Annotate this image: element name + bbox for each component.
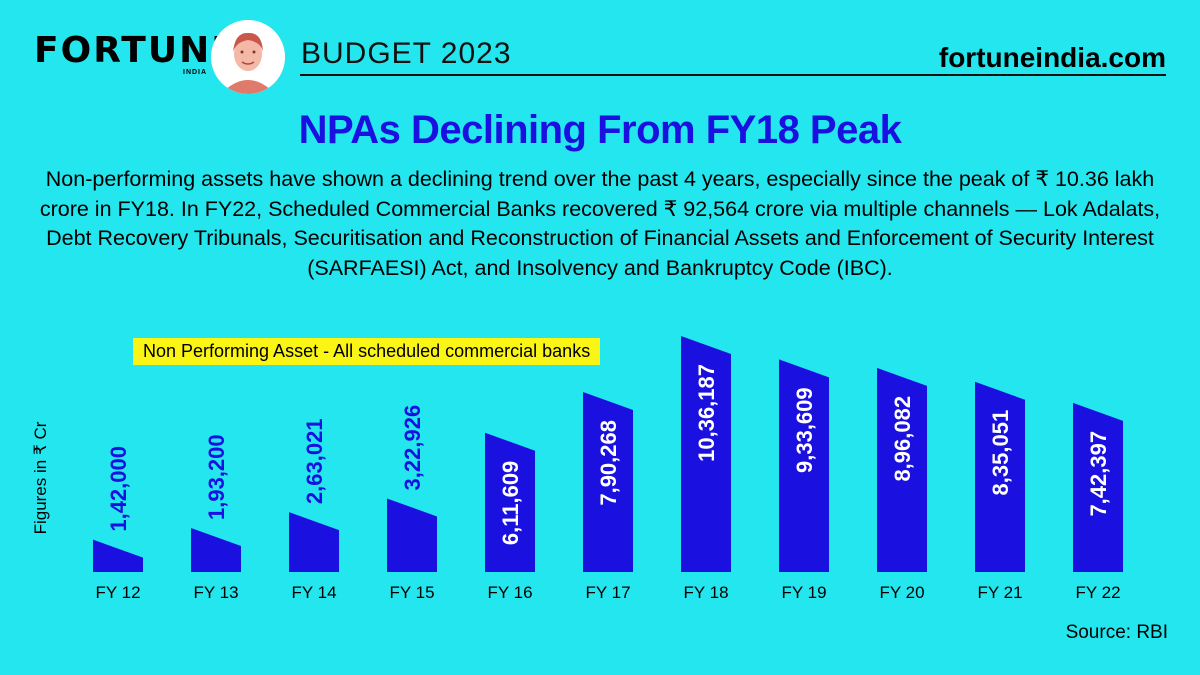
description: Non-performing assets have shown a decli… (39, 167, 1161, 280)
bar-fy15 (387, 498, 437, 572)
bar-value-label: 9,33,609 (792, 387, 817, 473)
bar-value-label: 8,35,051 (988, 410, 1013, 496)
bar-fy17 (583, 392, 633, 572)
bar-fy21 (975, 381, 1025, 572)
category-label: FY 18 (683, 583, 728, 602)
bar-fy13 (191, 527, 241, 572)
bar-fy12 (93, 539, 143, 572)
source-note: Source: RBI (1065, 622, 1168, 643)
bar-value-label: 7,90,268 (596, 420, 621, 506)
chart-title: Non Performing Asset - All scheduled com… (133, 338, 601, 365)
category-label: FY 16 (487, 583, 532, 602)
site-link[interactable]: fortuneindia.com (938, 42, 1166, 73)
bar-value-label: 8,96,082 (890, 396, 915, 482)
header-rule (300, 74, 1166, 76)
bar-fy18 (681, 336, 731, 572)
category-label: FY 19 (781, 583, 826, 602)
bar-value-label: 6,11,609 (498, 461, 523, 545)
category-label: FY 17 (585, 583, 630, 602)
category-label: FY 12 (95, 583, 140, 602)
bar-value-label: 10,36,187 (694, 364, 719, 462)
bar-value-label: 1,93,200 (204, 434, 229, 520)
bar-fy19 (779, 359, 829, 572)
header: FORTUNE INDIA BUDGET 2023 fortuneindia.c… (0, 0, 1200, 100)
category-label: FY 22 (1075, 583, 1120, 602)
category-label: FY 20 (879, 583, 924, 602)
category-label: FY 15 (389, 583, 434, 602)
category-label: FY 21 (977, 583, 1022, 602)
category-label: FY 14 (291, 583, 336, 602)
bar-value-label: 7,42,397 (1086, 431, 1111, 517)
bar-value-label: 1,42,000 (106, 446, 131, 532)
bar-fy16 (485, 432, 535, 572)
page-title: NPAs Declining From FY18 Peak (298, 108, 902, 152)
portrait-icon (211, 20, 285, 94)
bar-fy22 (1073, 402, 1123, 572)
category-label: FY 13 (193, 583, 238, 602)
edition-label: BUDGET 2023 (301, 37, 512, 70)
bar-value-label: 3,22,926 (400, 405, 425, 491)
brand-logo: FORTUNE (34, 30, 238, 71)
bar-value-label: 2,63,021 (302, 418, 327, 504)
portrait-avatar (211, 20, 285, 94)
bar-fy14 (289, 512, 339, 572)
brand-sub: INDIA (183, 69, 208, 76)
bar-fy20 (877, 367, 927, 572)
